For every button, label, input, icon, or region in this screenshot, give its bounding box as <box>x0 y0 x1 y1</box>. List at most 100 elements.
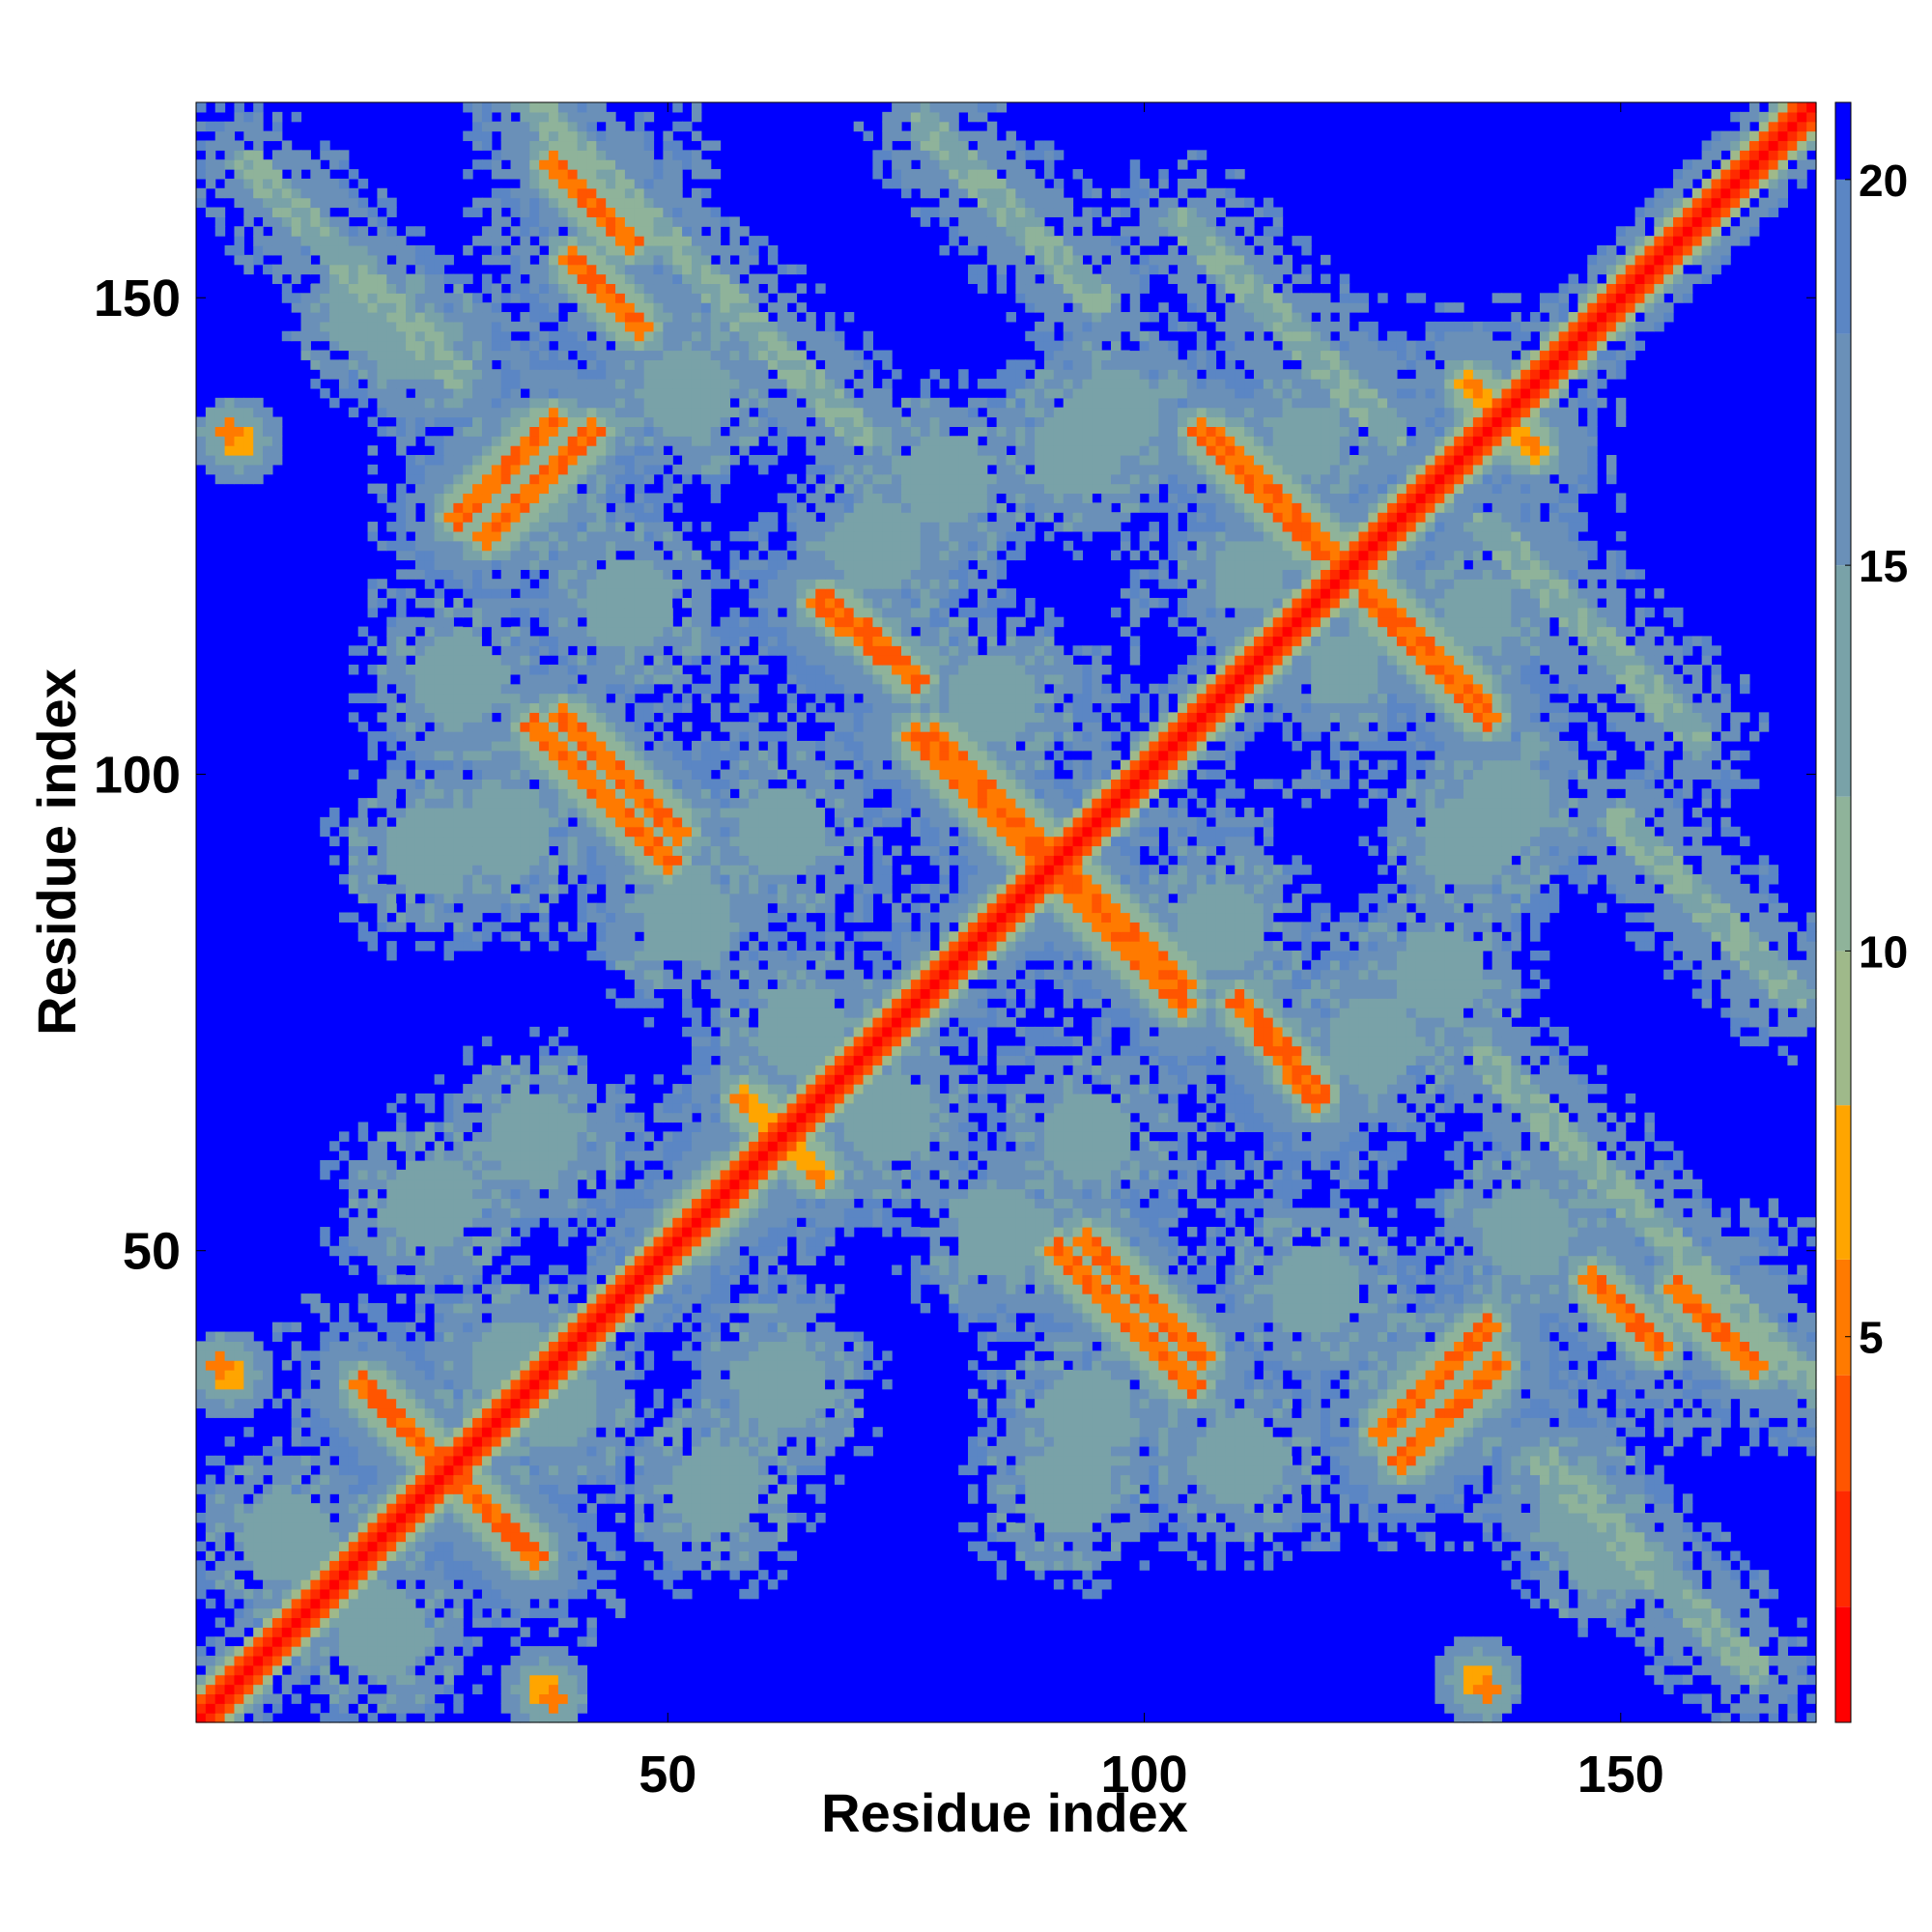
heatmap-cell <box>1101 1513 1111 1522</box>
heatmap-cell <box>1225 1465 1235 1475</box>
heatmap-cell <box>1101 1274 1111 1284</box>
heatmap-cell <box>1244 1322 1254 1332</box>
heatmap-cell <box>721 1284 730 1293</box>
heatmap-cell <box>711 1303 721 1313</box>
heatmap-cell <box>1025 1332 1035 1342</box>
heatmap-cell <box>472 1389 482 1399</box>
heatmap-cell <box>1435 1284 1444 1293</box>
heatmap-cell <box>292 1693 301 1703</box>
heatmap-cell <box>682 1560 692 1570</box>
heatmap-cell <box>1530 1484 1540 1493</box>
heatmap-cell <box>1216 1493 1226 1503</box>
heatmap-cell <box>1606 1532 1616 1542</box>
heatmap-cell <box>1082 1350 1092 1360</box>
heatmap-cell <box>1387 1417 1397 1427</box>
heatmap-cell <box>625 1407 635 1417</box>
heatmap-cell <box>368 1370 378 1379</box>
heatmap-cell <box>1673 1313 1683 1322</box>
heatmap-cell <box>1207 1360 1216 1370</box>
heatmap-cell <box>1520 1360 1530 1370</box>
heatmap-cell <box>425 1570 435 1579</box>
heatmap-cell <box>529 1503 539 1513</box>
heatmap-cell <box>1787 1436 1797 1446</box>
heatmap-cell <box>1101 1475 1111 1485</box>
heatmap-cell <box>443 1656 453 1665</box>
heatmap-cell <box>739 1503 749 1513</box>
heatmap-cell <box>997 1274 1007 1284</box>
heatmap-cell <box>1340 1322 1350 1332</box>
heatmap-cell <box>721 1513 730 1522</box>
heatmap-cell <box>768 1579 778 1589</box>
heatmap-cell <box>1273 1475 1283 1485</box>
heatmap-cell <box>1597 1579 1606 1589</box>
heatmap-cell <box>1759 1332 1769 1342</box>
heatmap-cell <box>234 1542 243 1551</box>
heatmap-cell <box>568 1475 578 1485</box>
heatmap-cell <box>1473 1656 1483 1665</box>
heatmap-cell <box>215 1493 225 1503</box>
heatmap-cell <box>721 1484 730 1493</box>
heatmap-cell <box>1254 1256 1264 1265</box>
heatmap-cell <box>1644 1399 1654 1408</box>
heatmap-cell <box>1158 1264 1168 1274</box>
heatmap-cell <box>1426 1446 1435 1456</box>
heatmap-cell <box>1015 1293 1025 1303</box>
heatmap-cell <box>1749 1599 1759 1608</box>
heatmap-cell <box>1797 1370 1806 1379</box>
heatmap-cell <box>1035 1550 1044 1560</box>
heatmap-cell <box>1092 1446 1101 1456</box>
heatmap-cell <box>1635 1522 1645 1532</box>
heatmap-cell <box>1158 1436 1168 1446</box>
heatmap-cell <box>968 1293 978 1303</box>
heatmap-cell <box>1064 1513 1073 1522</box>
heatmap-cell <box>1207 1256 1216 1265</box>
heatmap-cell <box>1540 1427 1549 1436</box>
heatmap-cell <box>596 1332 606 1342</box>
heatmap-cell <box>1321 1389 1330 1399</box>
heatmap-cell <box>1463 1656 1473 1665</box>
heatmap-cell <box>872 1360 882 1370</box>
heatmap-cell <box>539 1417 549 1427</box>
heatmap-cell <box>1044 1493 1054 1503</box>
heatmap-cell <box>1426 1542 1435 1551</box>
heatmap-cell <box>1463 1379 1473 1389</box>
heatmap-cell <box>778 1550 787 1560</box>
heatmap-cell <box>1644 1550 1654 1560</box>
heatmap-cell <box>425 1532 435 1542</box>
heatmap-cell <box>1235 1293 1244 1303</box>
heatmap-cell <box>1216 1465 1226 1475</box>
heatmap-cell <box>968 1264 978 1274</box>
heatmap-cell <box>396 1475 406 1485</box>
heatmap-cell <box>1121 1293 1130 1303</box>
heatmap-cell <box>778 1417 787 1427</box>
heatmap-cell <box>501 1675 511 1685</box>
heatmap-cell <box>492 1332 501 1342</box>
heatmap-cell <box>1264 1436 1273 1446</box>
heatmap-cell <box>358 1550 368 1560</box>
heatmap-cell <box>1158 1389 1168 1399</box>
heatmap-cell <box>787 1465 797 1475</box>
heatmap-cell <box>1073 1484 1083 1493</box>
heatmap-cell <box>1025 1493 1035 1503</box>
heatmap-cell <box>1683 1599 1692 1608</box>
heatmap-cell <box>1130 1436 1140 1446</box>
heatmap-cell <box>1197 1436 1207 1446</box>
heatmap-cell <box>310 1417 320 1427</box>
heatmap-cell <box>1740 1665 1749 1675</box>
heatmap-cell <box>1207 1436 1216 1446</box>
heatmap-cell <box>1111 1532 1121 1542</box>
heatmap-cell <box>911 1256 921 1265</box>
heatmap-cell <box>711 1475 721 1485</box>
heatmap-cell <box>368 1389 378 1399</box>
heatmap-cell <box>396 1627 406 1636</box>
heatmap-cell <box>1740 1560 1749 1570</box>
heatmap-cell <box>1101 1360 1111 1370</box>
heatmap-cell <box>1216 1436 1226 1446</box>
heatmap-cell <box>520 1456 529 1465</box>
heatmap-cell <box>606 1303 615 1313</box>
heatmap-cell <box>1501 1493 1511 1503</box>
heatmap-cell <box>1264 1332 1273 1342</box>
heatmap-cell <box>453 1693 463 1703</box>
heatmap-cell <box>396 1427 406 1436</box>
heatmap-cell <box>1025 1560 1035 1570</box>
